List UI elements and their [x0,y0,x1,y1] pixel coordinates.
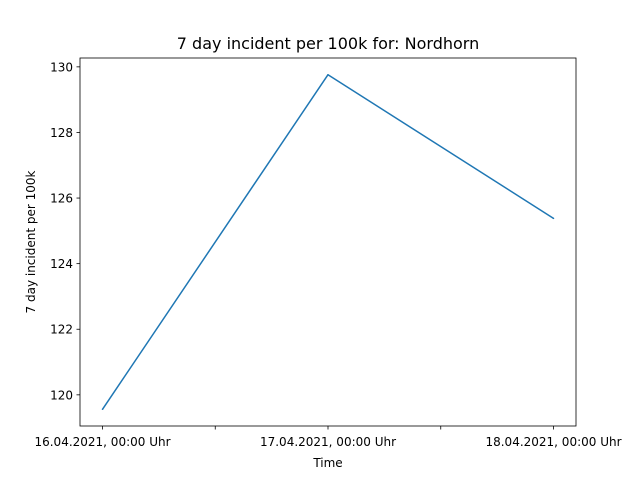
y-tick-label: 130 [50,60,73,74]
data-point [327,73,329,76]
x-tick-label: 18.04.2021, 00:00 Uhr [485,435,621,449]
data-point [552,217,555,220]
y-tick-label: 120 [50,388,73,402]
data-point [101,408,104,411]
x-axis-ticks: 16.04.2021, 00:00 Uhr 17.04.2021, 00:00 U… [34,426,622,449]
y-tick-label: 128 [50,126,73,140]
y-tick-label: 126 [50,192,73,206]
data-series [101,73,555,411]
chart-title: 7 day incident per 100k for: Nordhorn [177,34,479,53]
y-tick-label: 122 [50,323,73,337]
y-axis-label: 7 day incident per 100k [24,170,38,313]
x-tick-label: 17.04.2021, 00:00 Uhr [260,435,396,449]
x-axis-label: Time [312,456,342,470]
x-tick-label: 16.04.2021, 00:00 Uhr [34,435,170,449]
y-axis-ticks: 120 122 124 126 128 130 [50,60,80,402]
y-tick-label: 124 [50,257,73,271]
plot-frame [79,57,577,427]
